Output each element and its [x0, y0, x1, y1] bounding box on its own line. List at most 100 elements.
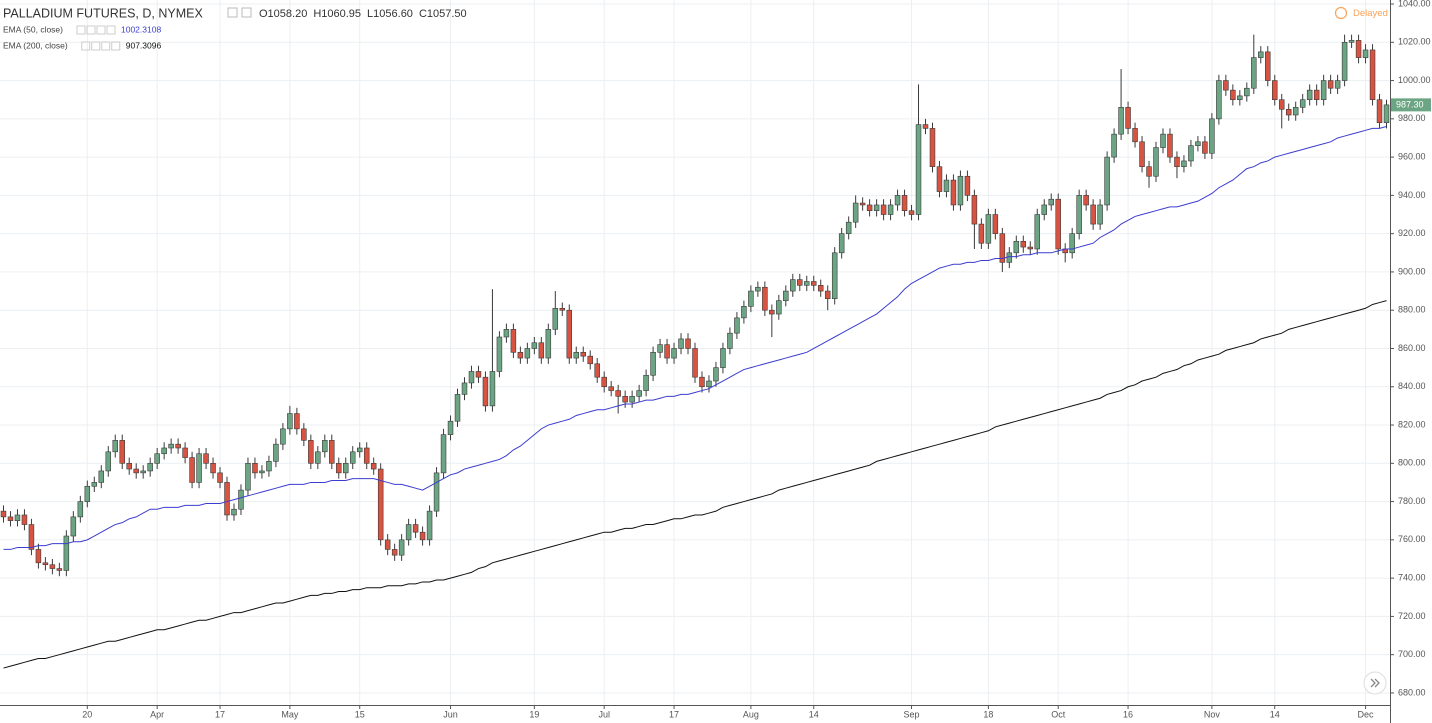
candle-body: [524, 348, 531, 359]
studies: EMA (50, close) 1002.3108 EMA (200, close)…: [3, 24, 162, 51]
candle-body: [1090, 204, 1096, 225]
study-icon[interactable]: [81, 41, 91, 51]
x-tick-label: 14: [1270, 709, 1280, 719]
study-icon[interactable]: [91, 41, 101, 51]
candle-body: [1104, 156, 1110, 206]
candle-body: [377, 468, 384, 541]
candle-body: [56, 568, 63, 571]
study-icon[interactable]: [111, 41, 121, 51]
candle-body: [280, 428, 286, 445]
candle-body: [741, 306, 747, 319]
candle-body: [1237, 95, 1243, 101]
candle-body: [1013, 241, 1020, 254]
candle-body: [7, 516, 14, 522]
candle-body: [266, 461, 272, 472]
candle-body: [999, 233, 1006, 263]
candle-body: [1027, 246, 1034, 250]
candle-body: [901, 195, 908, 211]
x-tick-label: Sep: [904, 709, 920, 719]
delayed-label: Delayed: [1353, 8, 1388, 19]
candle-body: [866, 204, 873, 211]
y-tick-label: 860.00: [1398, 343, 1426, 353]
candle-body: [573, 352, 580, 359]
x-tick-label: 16: [1123, 709, 1133, 719]
x-tick-label: Jun: [443, 709, 458, 719]
study-icon[interactable]: [96, 25, 106, 35]
candle-body: [419, 531, 426, 541]
candle-body: [84, 485, 91, 502]
candle-body: [412, 524, 419, 533]
candle-body: [1125, 107, 1131, 129]
candle-body: [1334, 80, 1341, 89]
candle-body: [1355, 40, 1362, 58]
study-value: 1002.3108: [121, 24, 161, 34]
candle-body: [426, 510, 433, 541]
x-tick-label: 19: [529, 709, 539, 719]
candle-body: [433, 472, 440, 512]
x-tick-label: May: [281, 709, 299, 719]
candle-body: [1041, 204, 1047, 215]
study-icon[interactable]: [101, 41, 111, 51]
candle-body: [42, 562, 49, 566]
candle-body: [168, 443, 174, 449]
candle-body: [727, 332, 733, 349]
candle-body: [301, 428, 307, 441]
y-tick-label: 940.00: [1398, 190, 1426, 200]
y-tick-label: 800.00: [1398, 458, 1426, 468]
candle-body: [817, 285, 824, 292]
candle-body: [1327, 80, 1334, 89]
study-name: EMA (200, close): [3, 40, 68, 50]
candle-body: [783, 290, 789, 301]
candle-body: [594, 363, 600, 378]
candle-body: [308, 440, 314, 464]
candle-body: [1306, 89, 1313, 101]
study-icon[interactable]: [76, 25, 86, 35]
candle-body: [398, 539, 405, 556]
candle-body: [133, 468, 139, 474]
candle-body: [643, 374, 649, 391]
candle-body: [1292, 107, 1299, 116]
x-tick-label: 17: [669, 709, 679, 719]
candle-body: [287, 413, 293, 430]
candle-body: [566, 309, 573, 359]
study-icon[interactable]: [106, 25, 116, 35]
candle-body: [992, 214, 999, 234]
quote-value: L1056.60: [367, 8, 413, 20]
y-tick-label: 780.00: [1398, 496, 1426, 506]
candle-body: [1188, 145, 1194, 162]
candle-body: [189, 457, 195, 483]
y-tick-label: 880.00: [1398, 305, 1426, 315]
x-tick-label: Jul: [598, 709, 610, 719]
study-icon[interactable]: [86, 25, 96, 35]
candle-body: [224, 482, 230, 516]
candle-body: [873, 204, 880, 211]
candle-body: [845, 221, 852, 234]
candle-body: [35, 549, 42, 564]
candle-body: [503, 329, 510, 338]
candle-body: [587, 355, 593, 365]
candle-body: [98, 470, 105, 483]
candle-body: [720, 348, 726, 368]
study-value: 907.3096: [126, 40, 162, 50]
candle-body: [1139, 141, 1145, 167]
candle-body: [105, 451, 112, 472]
candle-body: [370, 463, 377, 470]
candle-body: [657, 344, 663, 353]
y-tick-label: 1000.00: [1398, 75, 1431, 85]
candle-body: [447, 420, 454, 435]
candle-body: [678, 338, 684, 349]
y-tick-label: 980.00: [1398, 113, 1426, 123]
icon[interactable]: [241, 7, 252, 18]
candle-body: [231, 508, 237, 516]
icon[interactable]: [227, 7, 238, 18]
x-tick-label: 17: [215, 709, 225, 719]
candle-body: [1223, 80, 1229, 91]
y-tick-label: 720.00: [1398, 611, 1426, 621]
candle-body: [692, 348, 698, 378]
candle-body: [91, 482, 98, 487]
candle-body: [329, 440, 335, 464]
candle-body: [161, 447, 167, 455]
candle-body: [629, 396, 635, 403]
candle-body: [1181, 160, 1187, 167]
candle-body: [559, 307, 566, 311]
